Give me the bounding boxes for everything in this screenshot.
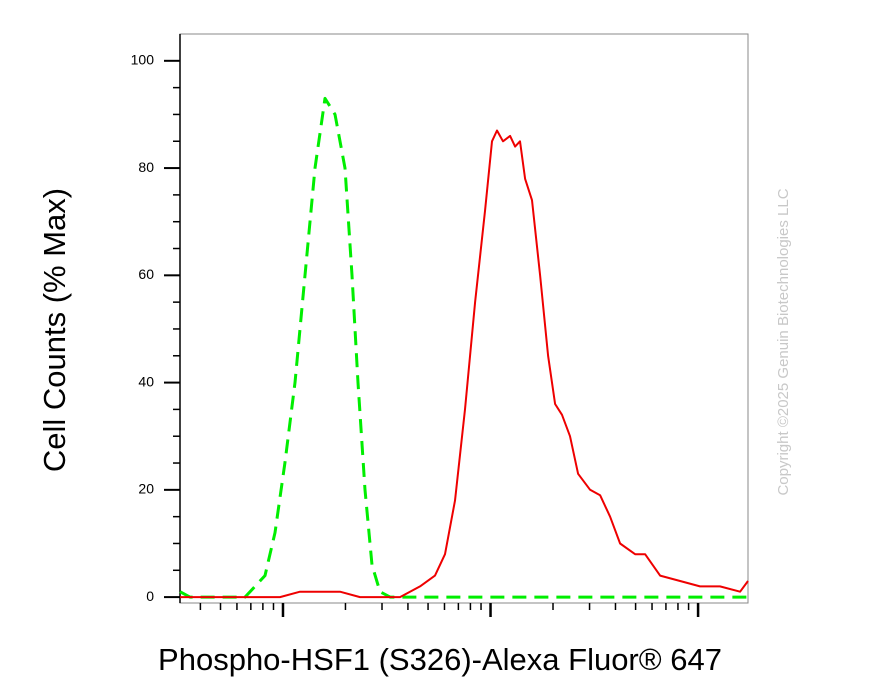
- plot-frame: [179, 33, 749, 604]
- y-tick-label: 40: [138, 373, 154, 389]
- x-axis-label: Phospho-HSF1 (S326)-Alexa Fluor® 647: [158, 642, 722, 677]
- y-tick-label: 100: [131, 52, 155, 68]
- y-tick-label: 80: [138, 159, 154, 175]
- y-tick-label: 0: [146, 588, 154, 604]
- series-line: [180, 129, 749, 599]
- y-tick-label: 60: [138, 266, 154, 282]
- watermark: Copyright ©2025 Genuin Biotechnologies L…: [775, 188, 792, 495]
- y-axis-label: Cell Counts (% Max): [37, 188, 72, 472]
- y-tick-label: 20: [138, 481, 154, 497]
- series-line: [179, 96, 748, 599]
